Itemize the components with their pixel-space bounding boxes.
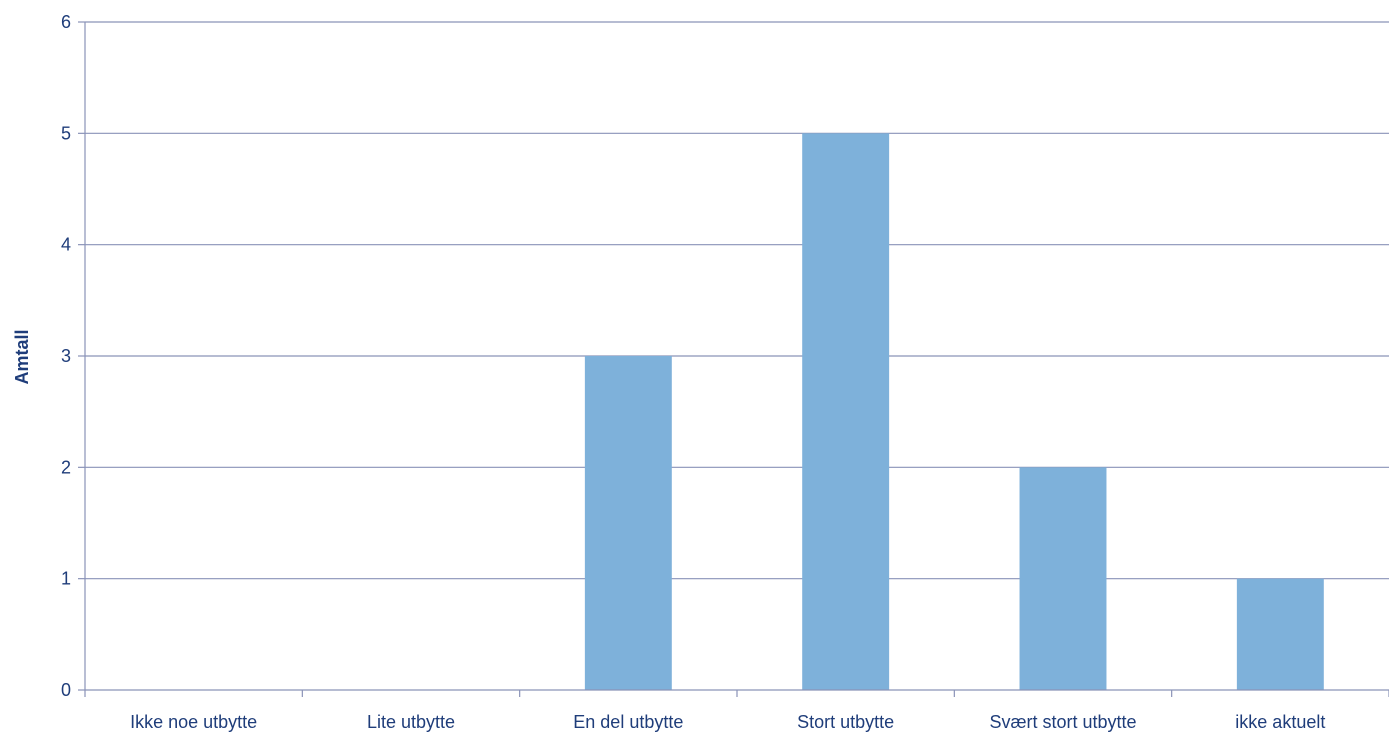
y-tick-label: 0 (61, 680, 71, 700)
y-axis-title: Amtall (12, 329, 32, 384)
x-tick-label: Stort utbytte (797, 712, 894, 732)
y-tick-label: 5 (61, 123, 71, 143)
axes (78, 21, 1389, 697)
y-tick-label: 6 (61, 12, 71, 32)
x-tick-labels: Ikke noe utbytte Lite utbytte En del utbyt… (130, 712, 1325, 732)
gridlines (85, 21, 1389, 580)
x-tick-label: Svært stort utbytte (989, 712, 1136, 732)
x-tick-label: Ikke noe utbytte (130, 712, 257, 732)
y-tick-label: 4 (61, 235, 71, 255)
y-tick-labels: 0 1 2 3 4 5 6 (61, 12, 71, 700)
x-tick-label: ikke aktuelt (1235, 712, 1325, 732)
bar (1236, 578, 1324, 690)
x-tick-label: Lite utbytte (367, 712, 455, 732)
bar (802, 133, 890, 691)
y-tick-label: 3 (61, 346, 71, 366)
bar (1019, 467, 1107, 690)
bars (584, 133, 1324, 691)
x-tick-label: En del utbytte (573, 712, 683, 732)
y-tick-label: 2 (61, 457, 71, 477)
bar (584, 356, 672, 690)
y-tick-label: 1 (61, 569, 71, 589)
